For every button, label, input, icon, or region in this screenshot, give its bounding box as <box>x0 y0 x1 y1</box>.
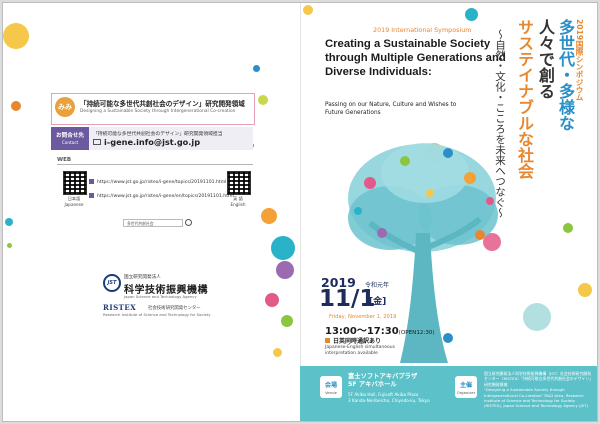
contact-text: 「持続可能な多世代共創社会のデザイン」研究開発領域担当 <box>93 132 223 137</box>
decor-dot <box>7 243 12 248</box>
decor-dot <box>276 261 294 279</box>
web-heading: WEB <box>57 157 72 163</box>
jst-name-en: Japan Science and Technology Agency <box>124 294 197 299</box>
organizer-label-en: Organizer <box>456 390 476 395</box>
venue-label-en: Venue <box>325 390 337 395</box>
ristex-logo: RISTEX <box>103 303 137 312</box>
program-subtitle: Designing a Sustainable Society through … <box>80 109 236 114</box>
qr-caption-english: 英 語 English <box>230 196 246 207</box>
contact-label-en: Contact <box>61 140 79 145</box>
interpretation-marker-icon <box>325 338 330 343</box>
page-title-en: Creating a Sustainable Society through M… <box>325 38 506 78</box>
venue-tag: 会場 Venue <box>320 376 342 398</box>
event-weekday: [金] <box>369 297 387 307</box>
ristex-name: 社会技術研究開発センター <box>148 306 201 311</box>
jst-legal-form: 国立研究開発法人 <box>124 275 161 280</box>
program-logo: みみ <box>55 97 75 117</box>
symposium-label: 2019 International Symposium <box>373 26 472 34</box>
qr-code-japanese[interactable] <box>63 171 87 195</box>
event-open-time: (OPEN12:30) <box>398 330 435 336</box>
jst-logo: JST <box>103 274 121 292</box>
decor-dot <box>273 348 282 357</box>
footer-band: 会場 Venue 富士ソフトアキバプラザ 5F アキバホール 5F Akiba … <box>300 366 597 421</box>
url-english-text: https://www.jst.go.jp/ristex/i-gene/en/t… <box>97 194 234 199</box>
interpretation-note: 日英同時通訳あり <box>333 338 382 345</box>
decor-dot <box>465 8 478 21</box>
decor-dot <box>11 101 21 111</box>
subtitle-en: Passing on our Nature, Culture and Wishe… <box>325 102 457 116</box>
interpretation-note-en: Japanese-English simultaneous interpreta… <box>325 345 395 356</box>
contact-label: お問合せ先 <box>56 133 84 139</box>
decor-dot <box>253 65 260 72</box>
decor-dot <box>265 293 279 307</box>
divider <box>57 164 253 165</box>
decor-dot <box>523 303 551 331</box>
tree-illustration <box>348 143 498 363</box>
vertical-title-line-1: 多世代・多様な <box>556 19 575 131</box>
event-date: 11/1 <box>319 286 376 312</box>
search-keyword-box: 多世代共創社会 <box>123 219 183 227</box>
program-title: 「持続可能な多世代共創社会のデザイン」研究開発領域 <box>80 100 245 108</box>
organizer-text: 国立研究開発法人科学技術振興機構（JST）社会技術研究開発センター（RISTEX… <box>484 371 594 409</box>
venue-name: 富士ソフトアキバプラザ 5F アキバホール <box>348 373 418 388</box>
decor-dot <box>443 333 453 343</box>
event-time: 13:00〜17:30(OPEN12:30) <box>325 322 435 337</box>
decor-dot <box>258 95 268 105</box>
contact-tag: お問合せ先 Contact <box>51 127 89 150</box>
link-marker-icon <box>89 179 94 184</box>
search-icon <box>185 219 192 226</box>
mail-icon <box>93 139 101 145</box>
program-banner: みみ 「持続可能な多世代共創社会のデザイン」研究開発領域 Designing a… <box>51 93 255 125</box>
event-date-en: Friday, November 1, 2019 <box>329 314 397 320</box>
vertical-title-line-3: サステイナブルな社会 <box>515 19 534 179</box>
decor-dot <box>3 23 29 49</box>
event-era: 令和元年 <box>365 282 390 289</box>
vertical-subtitle: 〜自然・文化・こころを未来へつなぐ〜 <box>494 29 506 218</box>
url-japanese-text: https://www.jst.go.jp/ristex/i-gene/topi… <box>97 180 227 185</box>
link-marker-icon <box>89 193 94 198</box>
vertical-symposium-label: 2019国際シンポジウム <box>575 19 584 101</box>
ristex-name-en: Research Institute of Science and Techno… <box>103 312 211 317</box>
contact-email-link[interactable]: i-gene.info@jst.go.jp <box>104 137 201 147</box>
qr-caption-japanese: 日本語 Japanese <box>64 196 84 207</box>
contact-box: お問合せ先 Contact 「持続可能な多世代共創社会のデザイン」研究開発領域担… <box>51 127 253 150</box>
vertical-title-line-2: 人々で創る <box>536 19 555 99</box>
url-japanese-link[interactable]: https://www.jst.go.jp/ristex/i-gene/topi… <box>89 179 226 185</box>
decor-dot <box>563 223 573 233</box>
decor-dot <box>281 315 293 327</box>
jst-name: 科学技術振興機構 <box>124 285 208 296</box>
organizer-tag: 主催 Organizer <box>455 376 477 398</box>
venue-address: 5F Akiba Hall, Fujisoft Akiba Plaza 3 Ka… <box>348 392 430 403</box>
decor-dot <box>578 283 592 297</box>
organizer-label: 主催 <box>459 382 472 389</box>
venue-label: 会場 <box>324 382 337 389</box>
decor-dot <box>483 233 501 251</box>
decor-dot <box>303 5 313 15</box>
event-time-range: 13:00〜17:30 <box>325 326 399 337</box>
fold-line <box>300 3 301 421</box>
decor-dot <box>5 218 13 226</box>
decor-dot <box>261 208 277 224</box>
url-english-link[interactable]: https://www.jst.go.jp/ristex/i-gene/en/t… <box>89 193 234 199</box>
decor-dot <box>271 236 295 260</box>
qr-code-english[interactable] <box>227 171 251 195</box>
event-year: 2019 <box>321 275 356 290</box>
